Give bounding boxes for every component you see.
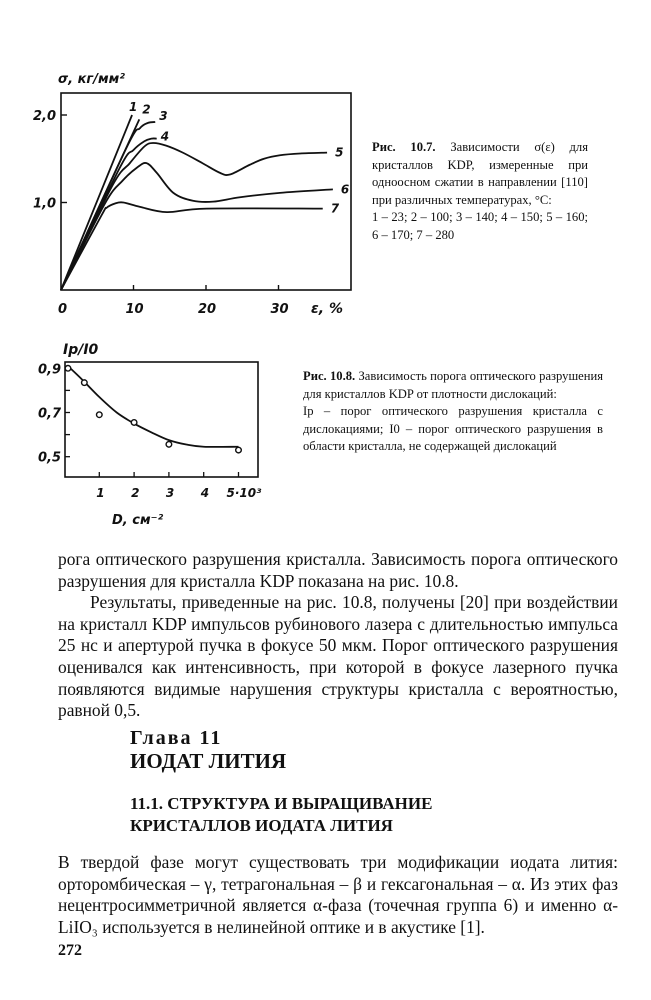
series-5-line bbox=[60, 142, 328, 291]
paragraph: рога оптического разрушения кристалла. З… bbox=[58, 549, 618, 591]
page-number: 272 bbox=[58, 942, 82, 959]
y-axis-label: σ, кг/мм² bbox=[58, 72, 125, 87]
series-4-line bbox=[60, 137, 157, 291]
series-1-label: 1 bbox=[129, 100, 137, 114]
x-axis-label: D, см⁻² bbox=[112, 513, 163, 528]
series-5-label: 5 bbox=[335, 146, 343, 160]
section-heading: 11.1. СТРУКТУРА И ВЫРАЩИВАНИЕ КРИСТАЛЛОВ… bbox=[130, 793, 432, 837]
x-tick-label: 0 bbox=[58, 302, 67, 317]
caption-text: Зависимости σ(ε) для кристаллов KDP, изм… bbox=[372, 140, 589, 207]
x-tick-label: 5·10³ bbox=[227, 486, 263, 500]
y-tick-label: 0,9 bbox=[38, 362, 61, 377]
data-point bbox=[80, 379, 88, 387]
figure-10-7-caption: Рис. 10.7. Зависимости σ(ε) для кристалл… bbox=[372, 139, 588, 245]
x-tick-label: 30 bbox=[271, 302, 289, 317]
body-text-2: В твердой фазе могут существовать три мо… bbox=[58, 852, 618, 938]
x-tick-label: 3 bbox=[166, 486, 174, 500]
x-tick-label: 2 bbox=[131, 486, 139, 500]
data-point bbox=[130, 418, 138, 426]
data-point bbox=[64, 364, 72, 372]
caption-legend: 1 – 23; 2 – 100; 3 – 140; 4 – 150; 5 – 1… bbox=[372, 210, 588, 242]
data-point bbox=[234, 446, 242, 454]
figure-10-8-chart: Iр/I0 1 2 3 4 5·10³ 0,5 0,7 0,9 D, см⁻² bbox=[38, 342, 263, 528]
section-heading-line: КРИСТАЛЛОВ ИОДАТА ЛИТИЯ bbox=[130, 816, 393, 835]
y-tick-label: 2,0 bbox=[33, 109, 56, 124]
y-tick-label: 0,7 bbox=[38, 407, 62, 422]
x-tick-label: 10 bbox=[126, 302, 144, 317]
chapter-label: Глава 11 bbox=[130, 727, 223, 749]
x-tick-label: 1 bbox=[96, 486, 104, 500]
y-tick-label: 0,5 bbox=[38, 451, 61, 466]
y-axis-label: Iр/I0 bbox=[63, 342, 99, 358]
caption-legend: Iр – порог оптического разрушения криста… bbox=[303, 404, 603, 454]
data-point bbox=[95, 411, 103, 419]
x-tick-label: 20 bbox=[198, 302, 216, 317]
series-3-label: 3 bbox=[159, 109, 167, 123]
series-7-line bbox=[60, 201, 323, 291]
plot-frame bbox=[64, 361, 259, 478]
caption-label: Рис. 10.8. bbox=[303, 369, 356, 383]
figure-10-7-chart: σ, кг/мм² 0 10 20 30 1,0 2,0 1 2 3 4 5 67 ε, % bbox=[33, 72, 352, 317]
fit-curve bbox=[67, 365, 239, 448]
series-4-label: 4 bbox=[160, 130, 169, 144]
body-text: рога оптического разрушения кристалла. З… bbox=[58, 549, 618, 722]
series-7-label: 7 bbox=[331, 202, 340, 216]
series-3-line bbox=[60, 121, 156, 291]
data-point bbox=[165, 440, 173, 448]
section-heading-line: 11.1. СТРУКТУРА И ВЫРАЩИВАНИЕ bbox=[130, 794, 433, 813]
figure-10-8-caption: Рис. 10.8. Зависимость порога оптическог… bbox=[303, 368, 603, 456]
caption-label: Рис. 10.7. bbox=[372, 140, 436, 154]
y-tick-label: 1,0 bbox=[33, 197, 56, 212]
caption-text: Зависимость порога оптического разрушени… bbox=[303, 369, 603, 401]
chapter-title: ИОДАТ ЛИТИЯ bbox=[130, 749, 287, 773]
x-tick-label: 4 bbox=[200, 486, 209, 500]
paragraph: Результаты, приведенные на рис. 10.8, по… bbox=[58, 592, 618, 721]
series-2-label: 2 bbox=[142, 102, 150, 116]
series-1-line bbox=[60, 114, 133, 291]
series-6-line bbox=[60, 162, 333, 291]
x-axis-label: ε, % bbox=[311, 301, 343, 317]
series-6-label: 6 bbox=[341, 182, 349, 196]
paragraph: В твердой фазе могут существовать три мо… bbox=[58, 852, 618, 937]
